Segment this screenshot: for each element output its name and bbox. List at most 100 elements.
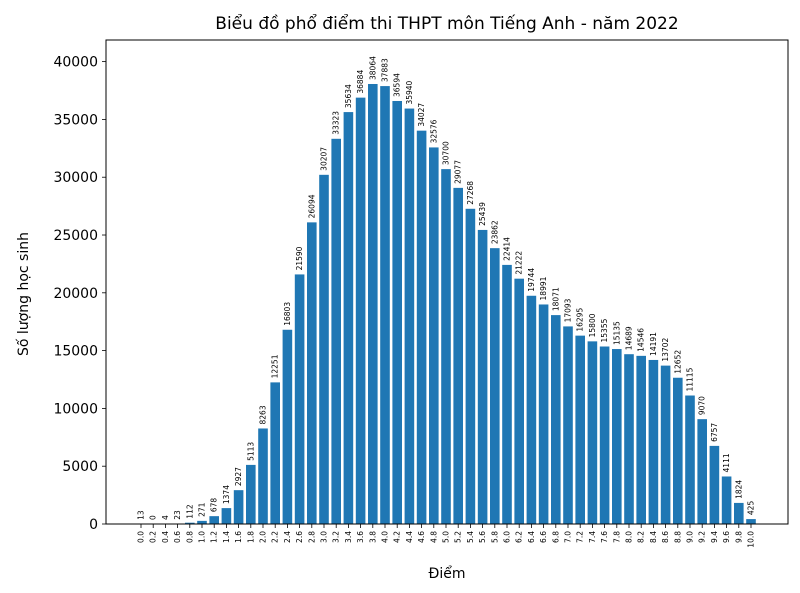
value-label: 34027 — [417, 103, 426, 127]
x-tick-label: 7.8 — [612, 531, 621, 543]
bar — [441, 169, 451, 524]
x-tick-label: 2.0 — [259, 531, 268, 543]
x-tick-label: 0.2 — [149, 531, 158, 543]
value-label: 112 — [185, 504, 194, 519]
x-tick-label: 9.0 — [686, 531, 695, 543]
value-label: 36884 — [356, 70, 365, 94]
value-label: 32576 — [429, 119, 438, 143]
bar — [429, 147, 439, 524]
value-label: 35940 — [405, 80, 414, 104]
x-tick-label: 8.8 — [673, 531, 682, 543]
value-label: 2927 — [234, 467, 243, 486]
value-label: 16295 — [576, 308, 585, 332]
x-tick-label: 9.2 — [698, 531, 707, 543]
x-tick-label: 2.6 — [295, 531, 304, 543]
x-tick-label: 6.4 — [527, 531, 536, 543]
y-tick-label: 25000 — [53, 228, 98, 244]
x-tick-label: 2.4 — [283, 531, 292, 543]
y-tick-label: 0 — [89, 517, 98, 533]
x-tick-label: 10.0 — [747, 531, 756, 548]
value-label: 18991 — [539, 276, 548, 300]
bar — [624, 354, 634, 524]
bar — [709, 445, 720, 524]
bar — [648, 359, 659, 524]
x-tick-label: 1.2 — [210, 531, 219, 543]
value-label: 13 — [137, 510, 146, 520]
bar — [294, 274, 305, 524]
chart-title: Biểu đồ phổ điểm thi THPT môn Tiếng Anh … — [215, 13, 678, 34]
bar — [453, 187, 463, 524]
x-tick-label: 3.4 — [344, 531, 353, 543]
bar — [575, 335, 585, 524]
bar — [612, 349, 622, 524]
x-tick-label: 8.4 — [649, 531, 658, 543]
x-tick-label: 7.4 — [588, 531, 597, 543]
value-label: 27268 — [466, 181, 475, 205]
y-tick-label: 20000 — [53, 286, 98, 302]
x-tick-label: 7.0 — [564, 531, 573, 543]
bar — [368, 83, 378, 525]
x-tick-label: 6.0 — [503, 531, 512, 543]
value-label: 14689 — [625, 326, 634, 350]
x-tick-label: 5.2 — [454, 531, 463, 543]
y-axis-label: Số lượng học sinh — [15, 232, 32, 356]
bar — [331, 138, 341, 524]
x-tick-label: 9.6 — [722, 531, 731, 543]
value-label: 1824 — [734, 480, 743, 499]
bar — [734, 502, 744, 524]
bar — [538, 304, 549, 524]
bar — [270, 382, 280, 524]
bar — [599, 346, 610, 524]
x-tick-label: 8.2 — [637, 531, 646, 543]
x-tick-label: 5.6 — [478, 531, 487, 543]
bar — [502, 264, 512, 524]
value-label: 8263 — [259, 405, 268, 424]
value-label: 14191 — [649, 332, 658, 356]
value-label: 15135 — [612, 321, 621, 345]
value-label: 13702 — [661, 338, 670, 362]
x-tick-label: 8.0 — [625, 531, 634, 543]
value-label: 9070 — [698, 396, 707, 415]
x-tick-label: 2.8 — [307, 531, 316, 543]
value-label: 30207 — [320, 147, 329, 171]
value-label: 23 — [173, 510, 182, 520]
x-tick-label: 6.2 — [515, 531, 524, 543]
bar — [185, 522, 195, 524]
bar — [465, 208, 476, 524]
x-tick-label: 5.0 — [442, 531, 451, 543]
y-tick-label: 35000 — [53, 112, 98, 128]
y-tick-label: 40000 — [53, 55, 98, 71]
bar — [526, 295, 537, 524]
x-tick-label: 0.4 — [161, 531, 170, 543]
y-tick-label: 15000 — [53, 344, 98, 360]
value-label: 4111 — [722, 453, 731, 472]
bar — [563, 326, 573, 524]
value-label: 12251 — [271, 354, 280, 378]
value-label: 5113 — [246, 442, 255, 461]
value-label: 678 — [210, 498, 219, 513]
value-label: 0 — [149, 515, 158, 520]
x-tick-label: 2.2 — [271, 531, 280, 543]
bar — [673, 377, 683, 524]
y-tick-label: 10000 — [53, 401, 98, 417]
bar — [551, 315, 561, 524]
bar — [343, 112, 354, 524]
value-label: 35634 — [344, 84, 353, 108]
x-tick-label: 7.2 — [576, 531, 585, 543]
x-tick-label: 1.4 — [222, 531, 231, 543]
x-tick-label: 4.4 — [405, 531, 414, 543]
x-tick-label: 4.6 — [417, 531, 426, 543]
bar — [477, 229, 488, 524]
bar — [490, 248, 500, 524]
bar — [636, 355, 646, 524]
bar — [587, 341, 598, 524]
value-label: 18071 — [551, 287, 560, 311]
x-tick-label: 3.6 — [356, 531, 365, 543]
x-tick-label: 5.4 — [466, 531, 475, 543]
x-tick-label: 0.0 — [137, 531, 146, 543]
value-label: 26094 — [307, 194, 316, 218]
plot-frame — [105, 39, 789, 525]
value-label: 25439 — [478, 202, 487, 226]
value-label: 12652 — [673, 350, 682, 374]
